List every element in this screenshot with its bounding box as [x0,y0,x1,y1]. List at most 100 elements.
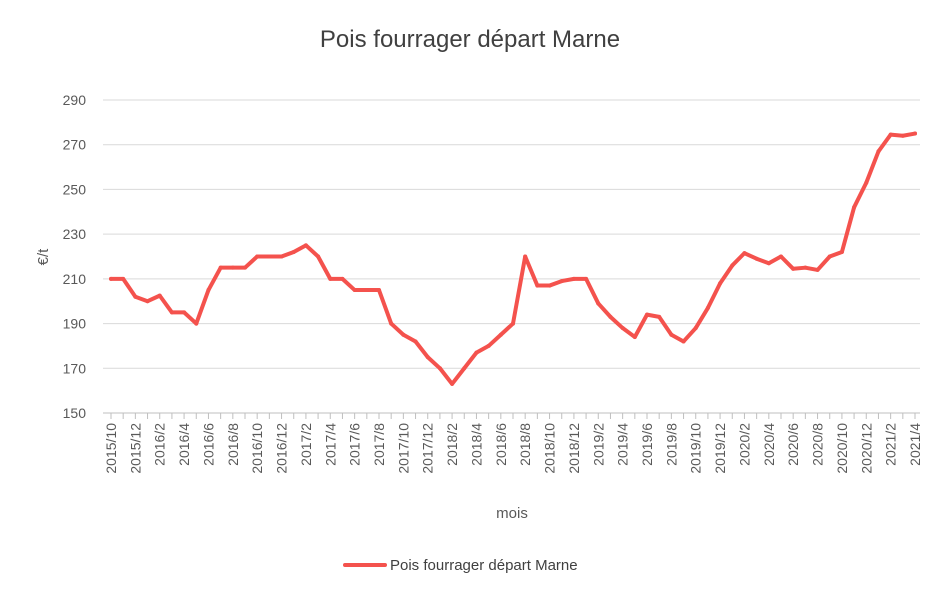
legend-label: Pois fourrager départ Marne [390,557,578,574]
data-point [657,314,662,319]
x-tick-label: 2020/12 [858,423,874,474]
data-point [645,312,649,317]
x-tick-label: 2017/6 [347,423,363,466]
x-tick-label: 2015/12 [127,423,143,474]
data-point [705,305,710,310]
data-point [352,288,357,293]
data-point [596,301,601,306]
x-tick-label: 2018/6 [493,423,509,466]
data-point [413,339,418,344]
data-point [145,299,150,304]
data-point [815,267,820,272]
data-point [584,276,589,281]
x-tick-label: 2019/12 [712,423,728,474]
x-tick-label: 2016/12 [274,423,290,474]
data-point [535,283,540,288]
x-tick-label: 2016/6 [200,423,216,466]
data-point [133,294,138,299]
x-tick-label: 2018/2 [444,423,460,466]
x-tick-label: 2018/10 [542,423,558,474]
data-point [303,243,308,248]
x-tick-label: 2021/4 [907,423,923,466]
data-point [267,254,272,259]
x-tick-label: 2017/10 [395,423,411,474]
data-point [766,261,771,266]
y-tick-label: 290 [63,92,87,108]
y-tick-label: 170 [63,360,87,376]
x-tick-label: 2017/8 [371,423,387,466]
x-tick-label: 2016/2 [152,423,168,466]
data-point [620,326,625,331]
legend: Pois fourrager départ Marne [343,557,578,574]
data-point [340,276,345,281]
data-point [206,288,211,293]
x-tick-label: 2018/8 [517,423,533,466]
data-point [742,251,747,256]
x-tick-label: 2016/10 [249,423,265,474]
x-tick-label: 2019/4 [615,423,631,466]
x-tick-label: 2020/4 [761,423,777,466]
data-point [437,366,442,371]
data-point [864,180,869,185]
data-point [876,149,881,154]
y-axis-label: €/t [35,248,52,266]
data-point [498,332,503,337]
data-point [669,332,674,337]
data-point [681,339,686,344]
x-tick-label: 2020/10 [834,423,850,474]
data-point [328,276,333,281]
data-point [291,250,296,255]
data-point [450,381,455,386]
y-tick-label: 150 [63,405,87,421]
data-point [182,310,187,315]
data-point [913,131,917,136]
x-tick-label: 2020/8 [810,423,826,466]
data-point [900,133,905,138]
x-tick-label: 2017/4 [322,423,338,466]
gridlines [103,99,920,414]
data-point [779,254,783,259]
y-tick-label: 250 [63,181,87,197]
x-tick-label: 2016/4 [176,423,192,466]
chart-title: Pois fourrager départ Marne [320,26,620,53]
x-tick-label: 2020/6 [785,423,801,466]
data-point [523,254,528,259]
data-point [888,132,893,137]
data-point [316,254,321,259]
x-tick-label: 2021/2 [883,423,899,466]
data-point [559,279,564,284]
x-tick-label: 2018/12 [566,423,582,474]
x-tick-label: 2015/10 [103,423,119,474]
series-line [109,131,917,386]
y-tick-label: 190 [63,316,87,332]
data-point [255,254,260,259]
x-tick-label: 2017/12 [420,423,436,474]
data-point [279,254,284,259]
y-tick-label: 230 [63,226,87,242]
data-point [243,265,247,270]
data-point [194,321,199,326]
x-tick-label: 2016/8 [225,423,241,466]
data-point [401,332,406,337]
data-point [389,321,394,326]
data-point [827,254,832,259]
data-point [109,276,113,281]
x-tick-label: 2019/8 [663,423,679,466]
data-point [474,350,479,355]
data-point [718,281,723,286]
x-axis-label: mois [496,505,528,522]
y-tick-label: 210 [63,271,87,287]
data-point [425,355,430,360]
data-point [218,265,223,270]
y-tick-label: 270 [63,137,87,153]
data-point [693,326,698,331]
data-point [364,288,369,293]
data-point [754,256,759,261]
data-point [571,276,576,281]
data-point [486,343,491,348]
series-layer [109,131,917,386]
data-point [839,250,844,255]
data-point [608,314,613,319]
